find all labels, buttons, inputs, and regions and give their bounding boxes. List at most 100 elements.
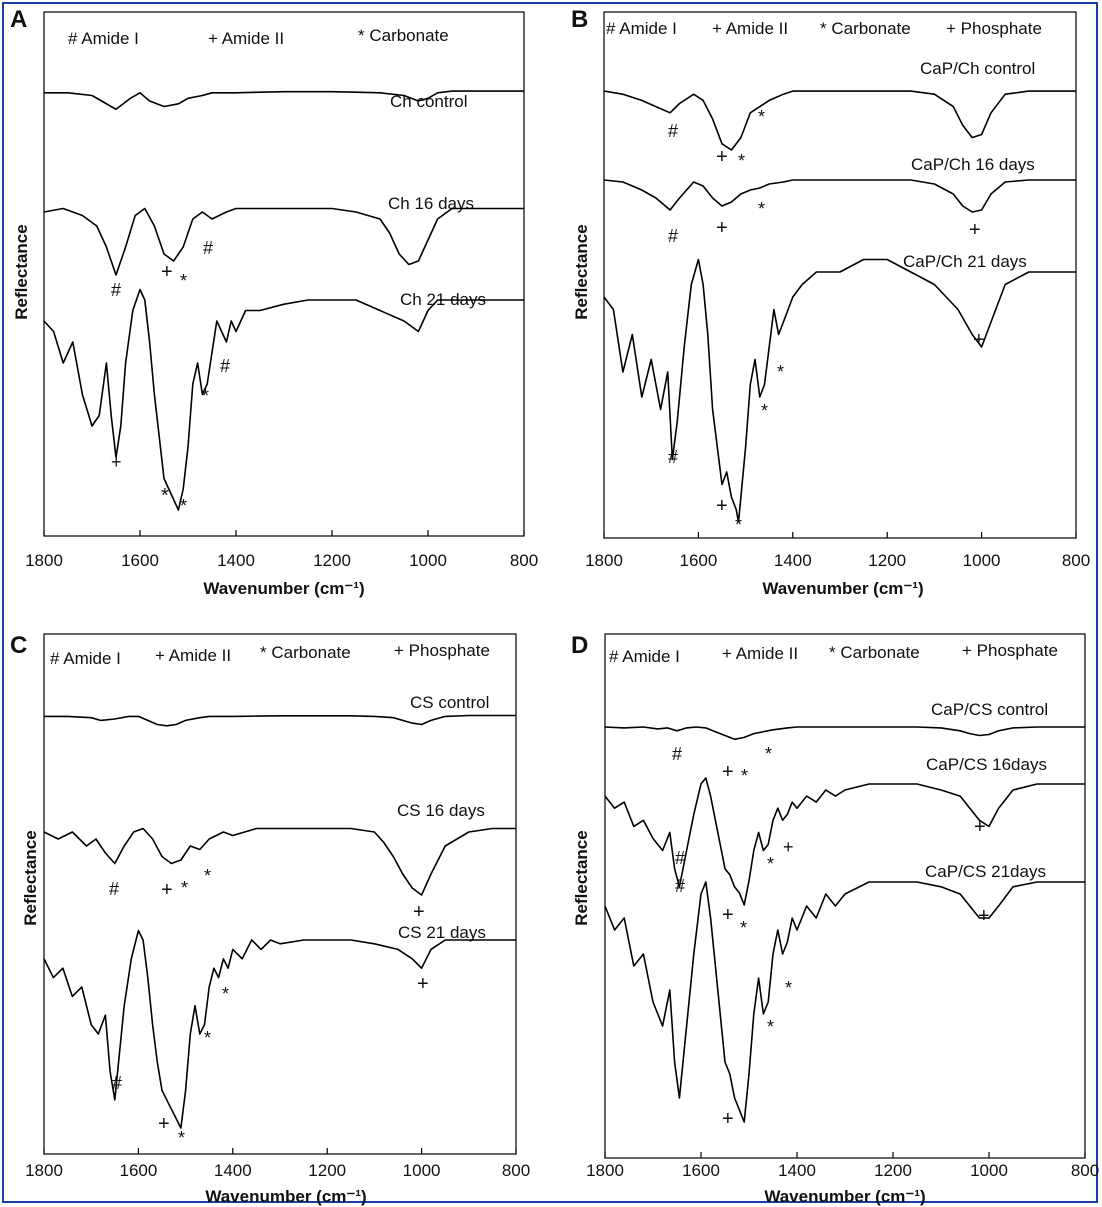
legend-c-0: # Amide I [50, 649, 121, 668]
panel-b: B # Amide I + Amide II * Carbonate + Pho… [571, 6, 1090, 598]
legend-d-1: + Amide II [722, 644, 798, 663]
annot-b-12: * [777, 362, 784, 382]
panel-letter-d: D [571, 632, 588, 659]
x-tick-label: 1400 [214, 1161, 252, 1180]
annot-b-6: * [758, 199, 765, 219]
annot-b-9: + [716, 495, 728, 517]
annot-d-0: # [672, 744, 682, 764]
x-ticks-a: 1800 1600 1400 1200 1000 800 [25, 530, 538, 570]
annotations-d: # + * * + # + * * + # + * * + [672, 744, 990, 1130]
x-tick-label: 1000 [970, 1161, 1008, 1180]
plot-frame-d [604, 633, 1086, 1159]
series-label-d-1: CaP/CS 16days [926, 755, 1047, 774]
traces-c [43, 714, 516, 1129]
plot-frame-b [603, 11, 1077, 539]
annot-a-1: + [161, 261, 173, 283]
annot-a-5: * [161, 485, 169, 507]
series-label-b-1: CaP/Ch 16 days [911, 155, 1035, 174]
traces-d [604, 726, 1085, 1123]
xlabel-b: Wavenumber (cm⁻¹) [762, 579, 923, 598]
annot-a-4: + [111, 452, 122, 472]
annot-c-8: * [222, 984, 229, 1004]
annot-c-1: + [161, 879, 173, 901]
annot-b-4: # [668, 226, 678, 246]
series-label-c-0: CS control [410, 693, 489, 712]
x-tick-label: 1400 [217, 551, 255, 570]
spectrum-trace [604, 777, 1085, 906]
annot-b-7: + [969, 219, 981, 241]
x-tick-label: 1400 [774, 551, 812, 570]
traces-a [43, 90, 524, 511]
x-tick-label: 1800 [25, 1161, 63, 1180]
x-tick-label: 1200 [308, 1161, 346, 1180]
annot-c-7: * [204, 1028, 211, 1048]
annot-a-0: # [111, 280, 121, 300]
ylabel-d: Reflectance [572, 830, 591, 925]
x-tick-label: 1200 [868, 551, 906, 570]
x-tick-label: 800 [502, 1161, 530, 1180]
annot-d-6: + [722, 904, 734, 926]
annot-d-4: + [974, 816, 986, 838]
annot-b-2: * [738, 151, 745, 171]
x-ticks-d: 1800 1600 1400 1200 1000 800 [586, 1152, 1099, 1180]
annot-d-5: # [675, 876, 685, 896]
panel-a: A # Amide I + Amide II * Carbonate Ch co… [10, 6, 538, 598]
annot-d-7: * [740, 918, 747, 938]
x-tick-label: 1800 [586, 1161, 624, 1180]
annot-b-3: * [758, 107, 765, 127]
legend-d-0: # Amide I [609, 647, 680, 666]
legend-a-0: # Amide I [68, 29, 139, 48]
x-tick-label: 1600 [119, 1161, 157, 1180]
x-tick-label: 1200 [313, 551, 351, 570]
annot-c-3: * [204, 866, 211, 886]
annot-a-7: * [202, 386, 209, 406]
x-tick-label: 800 [510, 551, 538, 570]
annot-c-5: + [158, 1113, 170, 1135]
legend-d-3: + Phosphate [962, 641, 1058, 660]
spectrum-trace [604, 726, 1085, 741]
annot-c-10: + [417, 973, 429, 995]
annot-b-5: + [716, 217, 728, 239]
x-tick-label: 800 [1071, 1161, 1099, 1180]
annotations-b: # + * * # + * + # + * * * + [668, 107, 985, 535]
x-tick-label: 1800 [585, 551, 623, 570]
annot-d-10: # [675, 848, 685, 868]
series-label-d-2: CaP/CS 21days [925, 862, 1046, 881]
annot-d-13: * [785, 978, 792, 998]
series-label-c-2: CS 21 days [398, 923, 486, 942]
annot-a-6: * [180, 496, 187, 516]
x-tick-label: 1600 [682, 1161, 720, 1180]
legend-b-1: + Amide II [712, 19, 788, 38]
annot-b-8: # [668, 447, 678, 467]
annot-c-0: # [109, 879, 119, 899]
annot-d-2: * [741, 766, 748, 786]
annot-c-4: # [112, 1073, 122, 1093]
annot-d-9: + [783, 837, 794, 857]
spectrum-trace [43, 827, 516, 896]
x-tick-label: 1600 [679, 551, 717, 570]
x-ticks-b: 1800 1600 1400 1200 1000 800 [585, 532, 1090, 570]
annot-d-14: + [978, 905, 990, 927]
series-label-a-1: Ch 16 days [388, 194, 474, 213]
annot-b-1: + [716, 146, 728, 168]
panel-c: C # Amide I + Amide II * Carbonate + Pho… [10, 632, 530, 1206]
annot-a-8: # [220, 356, 230, 376]
traces-b [603, 90, 1076, 523]
legend-d-2: * Carbonate [829, 643, 920, 662]
annot-b-10: * [735, 515, 742, 535]
plot-frame-a [43, 11, 525, 537]
x-ticks-c: 1800 1600 1400 1200 1000 800 [25, 1148, 530, 1180]
annot-a-2: * [180, 271, 187, 291]
annot-c-9: + [413, 901, 425, 923]
x-tick-label: 1200 [874, 1161, 912, 1180]
spectrum-trace [44, 714, 516, 727]
legend-c-3: + Phosphate [394, 641, 490, 660]
legend-a-1: + Amide II [208, 29, 284, 48]
panel-letter-a: A [10, 6, 27, 33]
ylabel-c: Reflectance [21, 830, 40, 925]
xlabel-c: Wavenumber (cm⁻¹) [205, 1187, 366, 1206]
legend-b-0: # Amide I [606, 19, 677, 38]
spectrum-trace [43, 288, 524, 511]
